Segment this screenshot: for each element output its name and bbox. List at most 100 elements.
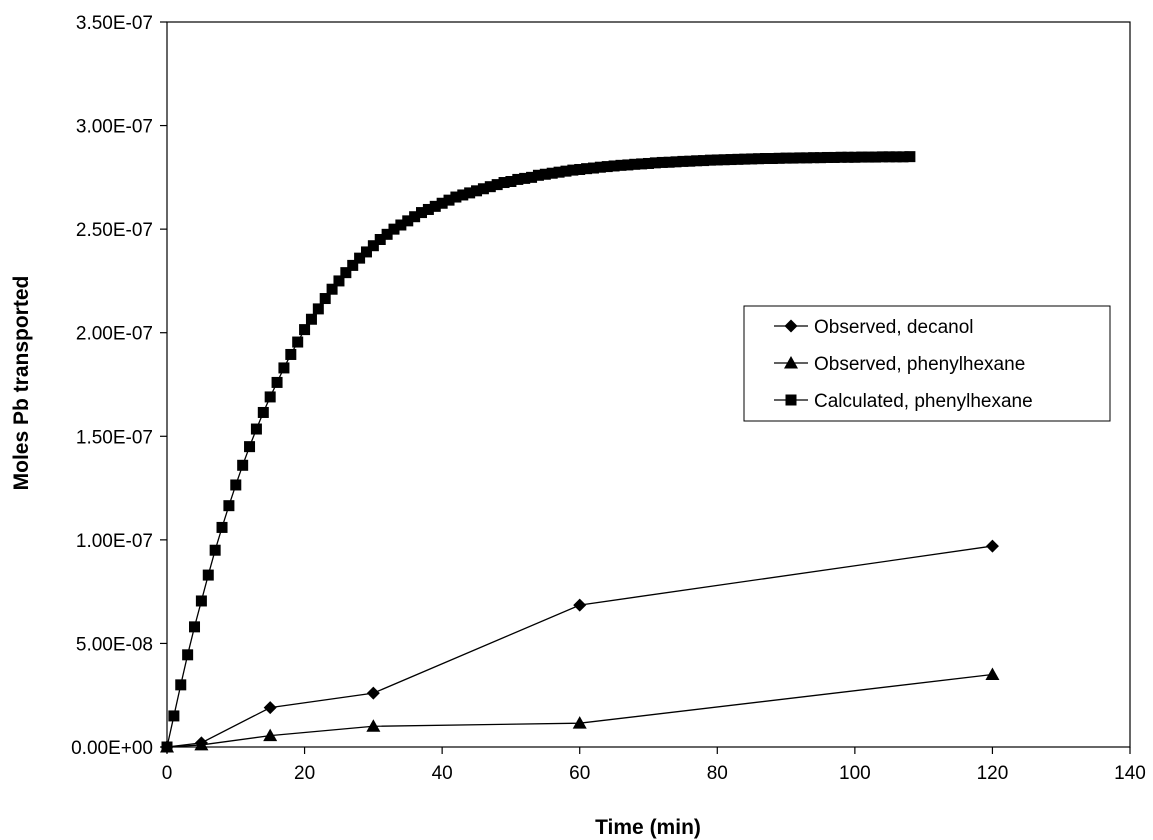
plot-area	[166, 21, 1131, 748]
legend-label: Observed, decanol	[814, 317, 974, 338]
y-tick-label: 0.00E+00	[71, 738, 153, 759]
square-marker	[450, 191, 462, 203]
square-marker	[546, 167, 558, 179]
square-marker	[374, 234, 386, 245]
square-marker	[195, 595, 207, 607]
square-marker	[526, 171, 538, 183]
square-marker	[780, 152, 792, 164]
square-marker	[402, 215, 414, 227]
square-marker	[477, 183, 489, 195]
square-marker	[409, 211, 421, 223]
square-marker	[340, 267, 352, 279]
square-marker	[395, 219, 407, 231]
square-marker	[498, 177, 510, 189]
square-marker	[189, 621, 201, 633]
square-marker	[381, 228, 393, 240]
square-marker	[161, 741, 173, 753]
square-marker	[746, 153, 758, 165]
y-tick-label: 2.50E-07	[76, 220, 153, 241]
series-triangle	[160, 667, 1000, 753]
square-marker	[801, 152, 813, 164]
square-marker	[305, 313, 317, 325]
square-marker	[574, 163, 586, 175]
y-ticks: 0.00E+00 5.00E-08 1.00E-07 1.50E-07 2.00E-07…	[71, 13, 167, 759]
square-marker	[663, 156, 675, 168]
square-marker	[766, 153, 778, 165]
square-marker	[842, 151, 854, 163]
square-marker	[608, 160, 620, 172]
x-tick-label: 20	[294, 763, 315, 784]
square-marker	[367, 240, 379, 252]
triangle-marker	[985, 667, 1000, 680]
square-marker	[698, 155, 710, 167]
square-marker	[244, 441, 256, 453]
square-marker	[326, 283, 338, 295]
diamond-marker	[366, 686, 380, 700]
square-marker	[759, 153, 771, 165]
square-marker	[711, 154, 723, 166]
square-marker	[849, 151, 861, 163]
square-marker	[209, 544, 221, 556]
square-marker	[512, 173, 524, 185]
diamond-marker	[784, 319, 798, 333]
square-marker	[553, 166, 565, 178]
y-axis-title: Moles Pb transported	[10, 276, 33, 491]
series-line	[166, 673, 993, 748]
x-tick-label: 100	[839, 763, 871, 784]
square-marker	[491, 179, 503, 191]
square-marker	[649, 157, 661, 169]
square-marker	[519, 172, 531, 184]
square-marker	[725, 154, 737, 166]
square-marker	[422, 203, 434, 215]
square-marker	[299, 324, 311, 336]
square-marker	[457, 189, 469, 201]
square-marker	[814, 152, 826, 164]
square-marker	[656, 156, 668, 168]
diamond-marker	[573, 598, 587, 612]
x-tick-label: 120	[977, 763, 1009, 784]
square-marker	[429, 200, 441, 212]
x-ticks: 0 20 40 60 80 100 120 140	[162, 747, 1146, 784]
square-marker	[443, 194, 455, 206]
square-marker	[471, 185, 483, 197]
square-marker	[278, 362, 290, 374]
square-marker	[271, 376, 283, 388]
square-marker	[202, 569, 214, 581]
series-line	[166, 155, 910, 748]
square-marker	[787, 152, 799, 164]
series-layer	[160, 151, 1000, 754]
y-tick-label: 1.50E-07	[76, 427, 153, 448]
square-marker	[821, 151, 833, 163]
square-marker	[869, 151, 881, 163]
square-marker	[250, 423, 262, 435]
square-marker	[753, 153, 765, 165]
square-marker	[230, 479, 242, 491]
square-marker	[732, 153, 744, 165]
square-marker	[168, 710, 180, 722]
legend-label: Observed, phenylhexane	[814, 354, 1025, 375]
y-tick-label: 3.50E-07	[76, 13, 153, 34]
square-marker	[264, 391, 276, 403]
square-marker	[388, 223, 400, 235]
square-marker	[835, 151, 847, 163]
square-marker	[182, 649, 194, 661]
triangle-marker	[194, 737, 209, 751]
square-marker	[505, 176, 517, 187]
y-tick-label: 1.00E-07	[76, 531, 153, 552]
square-marker	[347, 259, 359, 271]
square-marker	[622, 159, 634, 171]
square-marker	[785, 394, 797, 406]
square-marker	[890, 151, 902, 163]
square-marker	[257, 406, 269, 418]
square-marker	[484, 181, 496, 193]
square-marker	[601, 161, 613, 173]
square-marker	[223, 500, 235, 512]
square-marker	[594, 161, 606, 173]
square-marker	[863, 151, 875, 163]
square-marker	[292, 336, 304, 348]
square-marker	[677, 155, 689, 167]
square-marker	[670, 156, 682, 168]
square-marker	[436, 197, 448, 209]
square-marker	[794, 152, 806, 164]
